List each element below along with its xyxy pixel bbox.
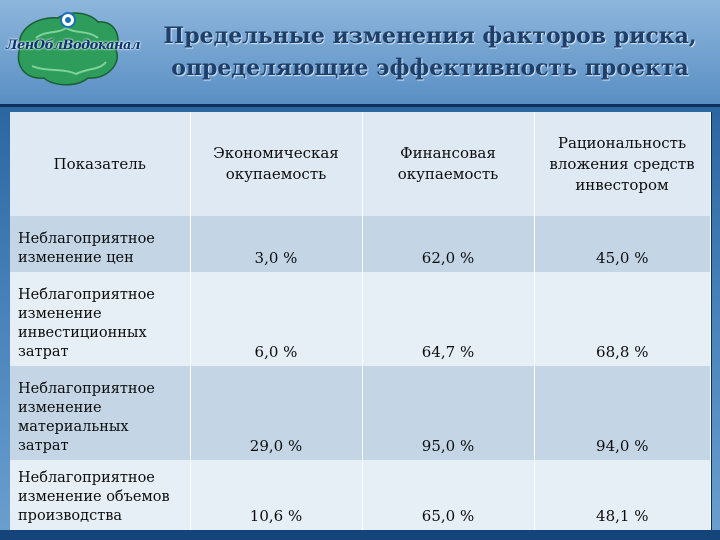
cell-investment-rationality: 48,1 % — [533, 460, 710, 530]
risk-factors-table: Показатель Экономическая окупаемость Фин… — [10, 112, 711, 530]
cell-financial-payback: 95,0 % — [361, 366, 534, 460]
row-label: Неблагоприятное изменение цен — [10, 216, 190, 272]
table-header-row: Показатель Экономическая окупаемость Фин… — [10, 112, 711, 216]
cell-economic-payback: 3,0 % — [189, 216, 362, 272]
slide-title-line-1: Предельные изменения факторов риска, — [163, 23, 697, 49]
decorative-footer-strip — [0, 530, 720, 540]
cell-financial-payback: 65,0 % — [361, 460, 534, 530]
cell-investment-rationality: 45,0 % — [533, 216, 710, 272]
cell-investment-rationality: 68,8 % — [533, 272, 710, 366]
slide-header: ЛенОблВодоканал Предельные изменения фак… — [0, 0, 720, 107]
slide-title-line-2: определяющие эффективность проекта — [171, 55, 689, 81]
row-label: Неблагоприятное изменение инвестиционных… — [10, 272, 190, 366]
cell-economic-payback: 10,6 % — [189, 460, 362, 530]
header-financial-payback: Финансовая окупаемость — [362, 112, 535, 216]
slide-title: Предельные изменения факторов риска, опр… — [140, 20, 720, 84]
row-label: Неблагоприятное изменение материальных з… — [10, 366, 190, 460]
cell-financial-payback: 62,0 % — [361, 216, 534, 272]
header-investment-rationality: Рациональность вложения средств инвестор… — [534, 112, 711, 216]
company-logo-icon — [17, 12, 119, 86]
table-row: Неблагоприятное изменение инвестиционных… — [10, 272, 710, 366]
cell-economic-payback: 6,0 % — [189, 272, 362, 366]
table-row: Неблагоприятное изменение объемов произв… — [10, 460, 710, 530]
header-economic-payback: Экономическая окупаемость — [190, 112, 363, 216]
header-indicator: Показатель — [10, 112, 191, 216]
company-logo-text: ЛенОблВодоканал — [6, 38, 140, 53]
cell-economic-payback: 29,0 % — [189, 366, 362, 460]
cell-financial-payback: 64,7 % — [361, 272, 534, 366]
table-row: Неблагоприятное изменение материальных з… — [10, 366, 710, 460]
cell-investment-rationality: 94,0 % — [533, 366, 710, 460]
table-row: Неблагоприятное изменение цен 3,0 % 62,0… — [10, 216, 710, 272]
row-label: Неблагоприятное изменение объемов произв… — [10, 460, 190, 530]
